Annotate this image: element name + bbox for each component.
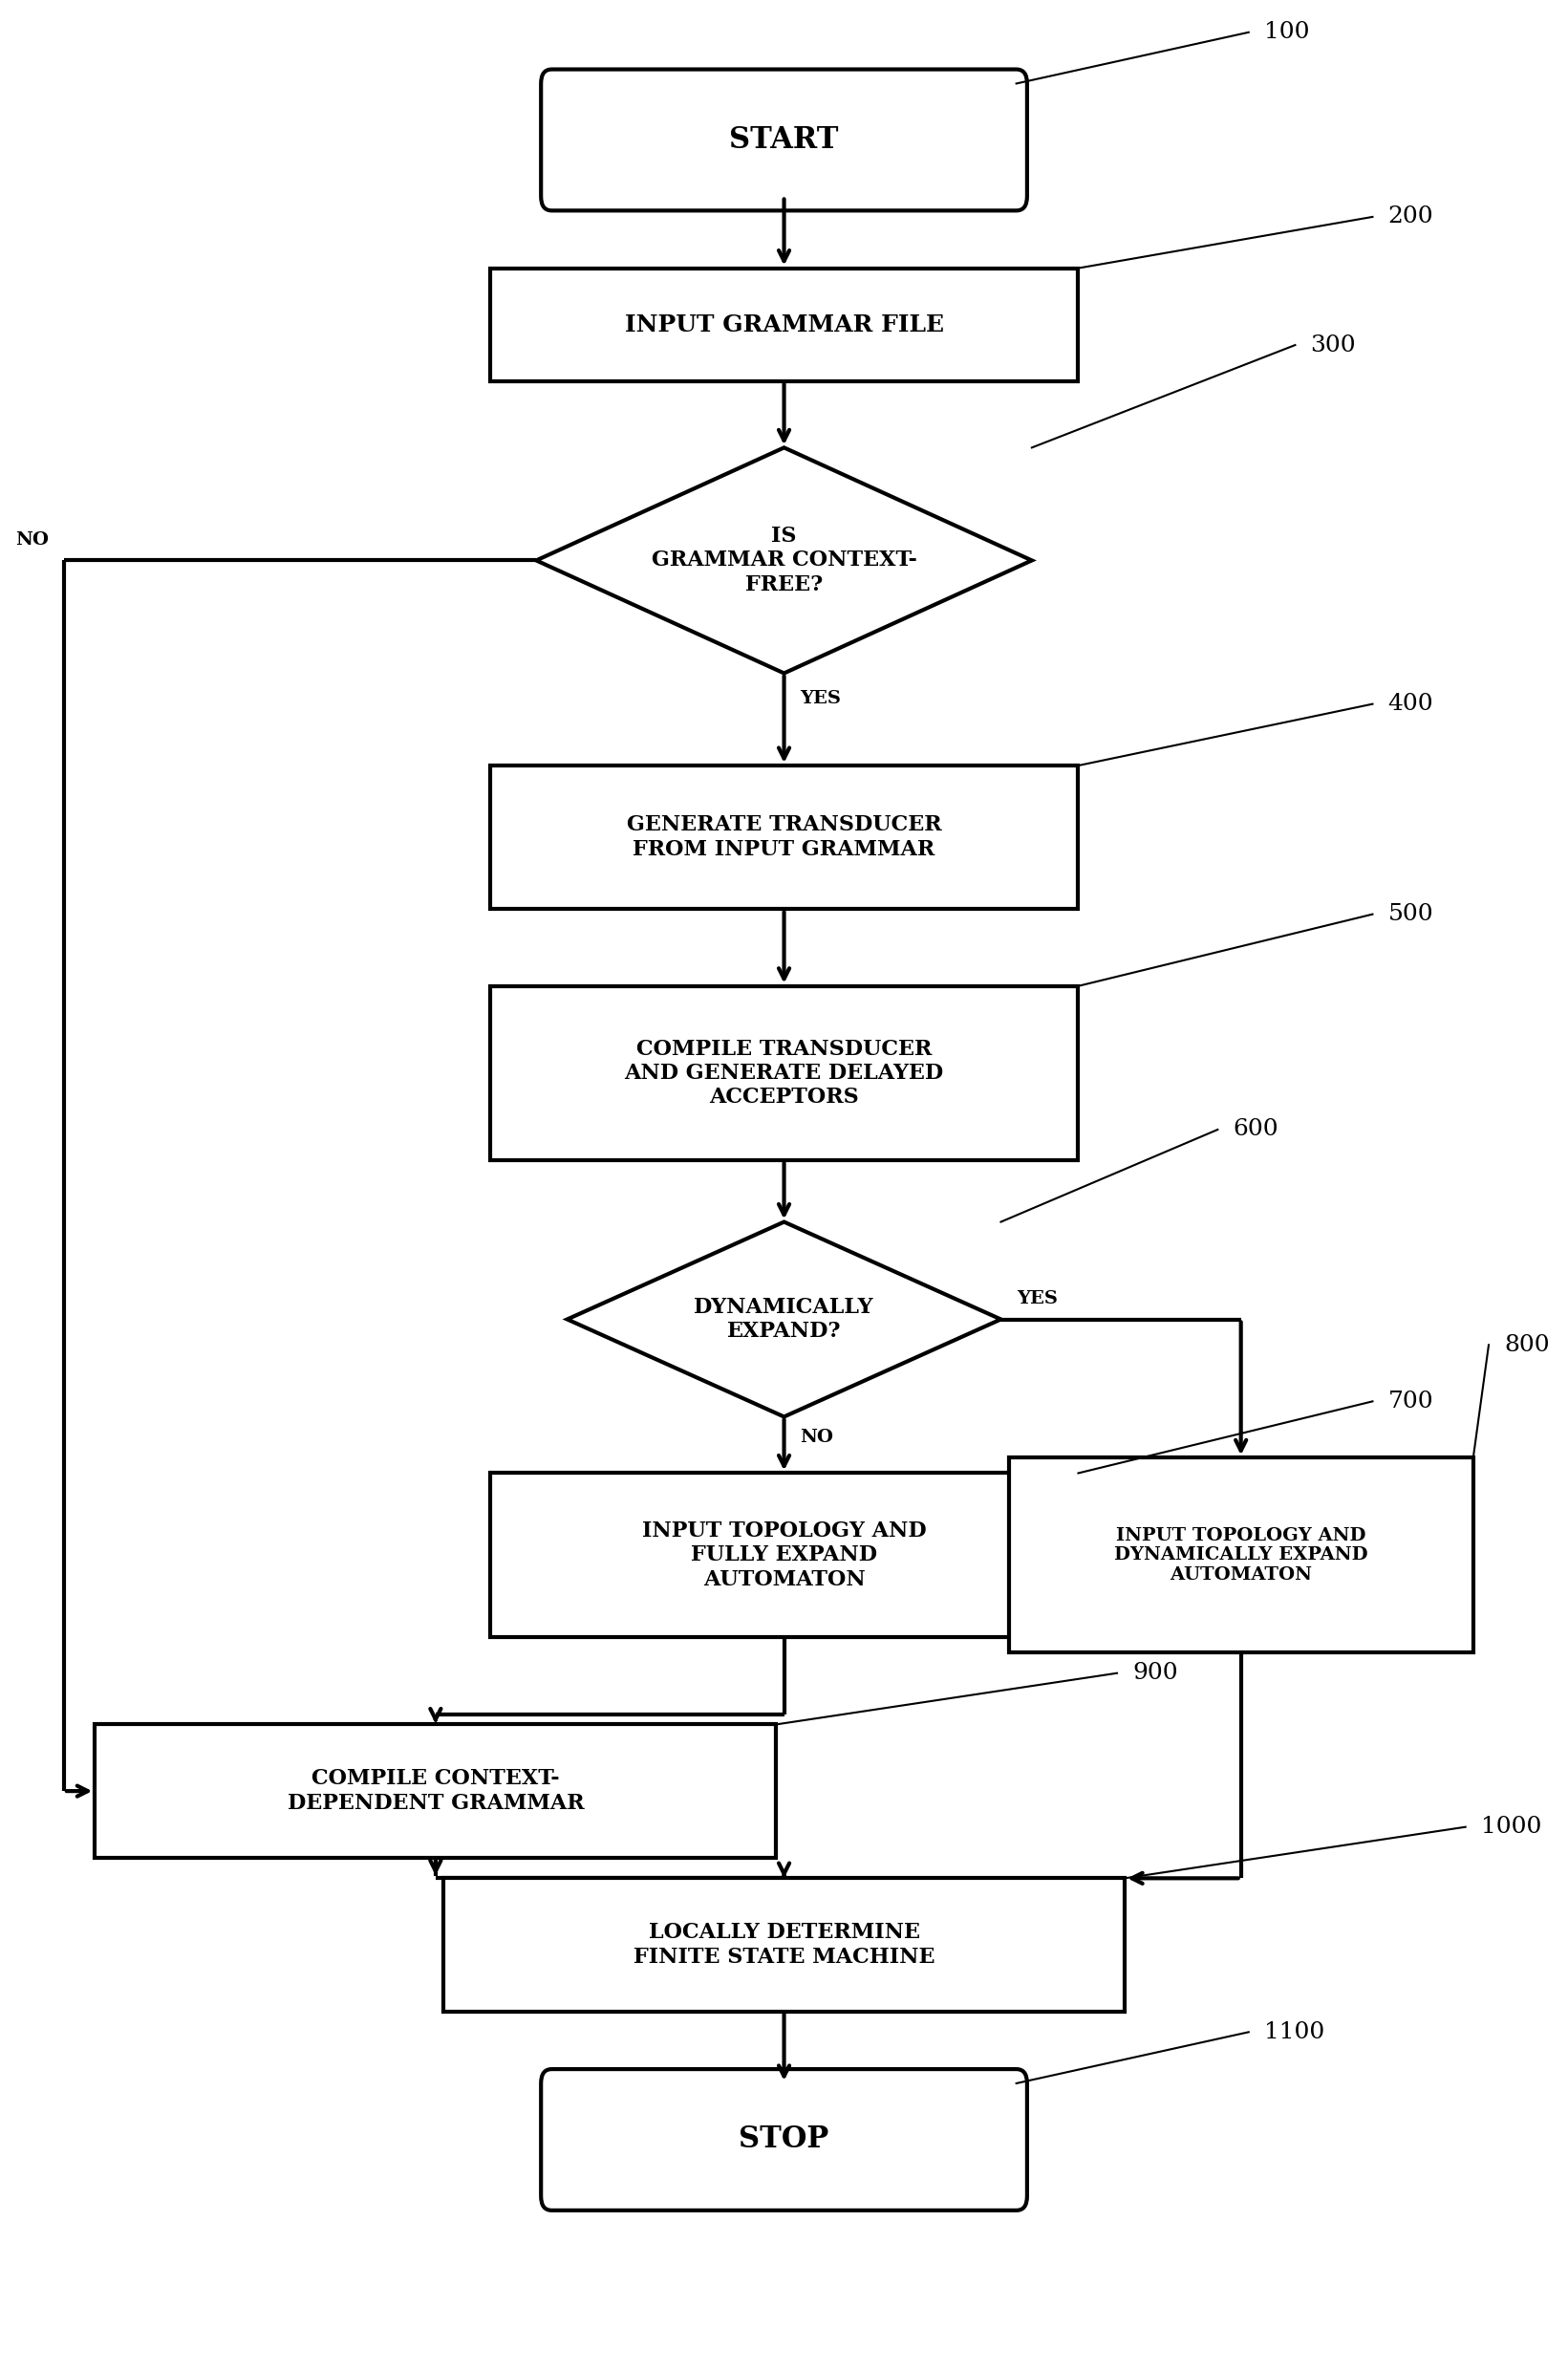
FancyBboxPatch shape [541,69,1027,211]
Text: 500: 500 [1388,904,1433,925]
Polygon shape [568,1222,1000,1416]
Bar [489,766,1079,908]
Text: START: START [729,126,839,154]
Text: 200: 200 [1388,206,1433,228]
Text: 900: 900 [1132,1663,1178,1684]
Text: INPUT TOPOLOGY AND
DYNAMICALLY EXPAND
AUTOMATON: INPUT TOPOLOGY AND DYNAMICALLY EXPAND AU… [1113,1528,1367,1584]
Text: NO: NO [800,1428,833,1447]
Bar [489,268,1079,382]
Text: COMPILE CONTEXT-
DEPENDENT GRAMMAR: COMPILE CONTEXT- DEPENDENT GRAMMAR [287,1770,583,1815]
Bar [96,1724,776,1857]
Text: YES: YES [800,690,840,707]
Bar [489,987,1079,1160]
Text: 300: 300 [1311,334,1356,356]
Text: YES: YES [1016,1290,1057,1307]
Bar [444,1879,1124,2011]
Text: NO: NO [16,531,49,548]
Text: 400: 400 [1388,693,1433,714]
Bar [1008,1459,1474,1653]
Text: 700: 700 [1388,1390,1433,1411]
FancyBboxPatch shape [541,2068,1027,2211]
Text: 100: 100 [1264,21,1309,43]
Text: INPUT TOPOLOGY AND
FULLY EXPAND
AUTOMATON: INPUT TOPOLOGY AND FULLY EXPAND AUTOMATO… [641,1520,927,1589]
Bar [489,1473,1079,1637]
Text: 1100: 1100 [1264,2021,1325,2042]
Text: COMPILE TRANSDUCER
AND GENERATE DELAYED
ACCEPTORS: COMPILE TRANSDUCER AND GENERATE DELAYED … [624,1039,944,1108]
Text: DYNAMICALLY
EXPAND?: DYNAMICALLY EXPAND? [695,1297,873,1343]
Text: 1000: 1000 [1480,1817,1541,1838]
Text: INPUT GRAMMAR FILE: INPUT GRAMMAR FILE [624,313,944,337]
Text: IS
GRAMMAR CONTEXT-
FREE?: IS GRAMMAR CONTEXT- FREE? [651,527,917,595]
Text: 600: 600 [1232,1120,1278,1141]
Text: GENERATE TRANSDUCER
FROM INPUT GRAMMAR: GENERATE TRANSDUCER FROM INPUT GRAMMAR [627,814,941,861]
Polygon shape [536,448,1032,674]
Text: 800: 800 [1504,1333,1549,1357]
Text: STOP: STOP [739,2125,829,2154]
Text: LOCALLY DETERMINE
FINITE STATE MACHINE: LOCALLY DETERMINE FINITE STATE MACHINE [633,1921,935,1966]
